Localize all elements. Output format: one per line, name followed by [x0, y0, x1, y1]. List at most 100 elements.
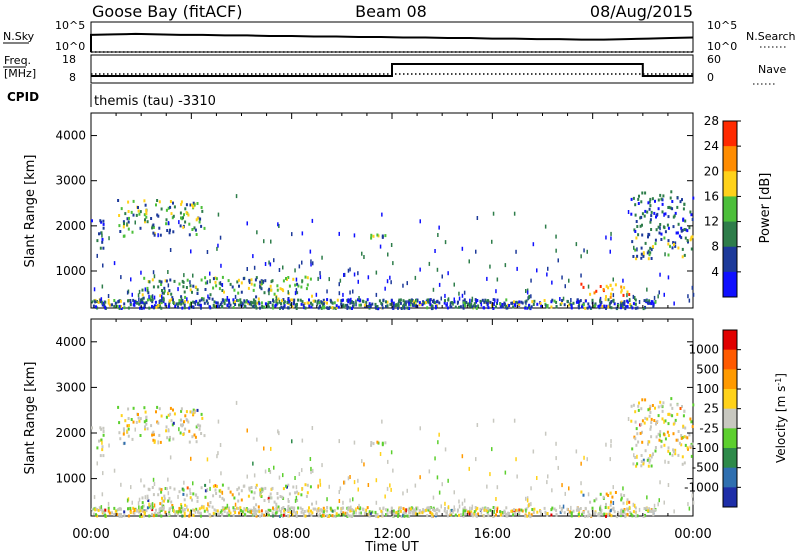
velocity-mark [620, 493, 623, 497]
velocity-mark [183, 508, 186, 511]
power-mark [453, 300, 456, 304]
velocity-mark [650, 417, 653, 421]
power-mark [646, 210, 649, 214]
cpid-label: CPID [7, 90, 39, 104]
velocity-mark [104, 508, 107, 512]
velocity-mark [220, 509, 223, 513]
velocity-mark [450, 508, 453, 512]
velocity-mark [283, 509, 286, 513]
velocity-mark [182, 433, 185, 436]
power-mark [289, 303, 292, 307]
velocity-mark [680, 436, 683, 440]
power-mark [637, 202, 640, 205]
velocity-mark [124, 419, 127, 423]
velocity-mark [599, 511, 602, 515]
velocity-mark [148, 514, 151, 518]
power-mark [277, 222, 279, 227]
power-mark [643, 214, 646, 218]
power-mark [634, 213, 637, 217]
power-mark [192, 205, 195, 209]
power-mark [267, 302, 270, 306]
velocity-mark [604, 506, 607, 509]
power-mark [157, 285, 160, 289]
power-mark [240, 281, 243, 285]
velocity-mark [475, 514, 478, 518]
velocity-mark [429, 511, 432, 514]
power-mark [126, 222, 128, 227]
power-mark [518, 300, 521, 304]
power-mark [252, 288, 255, 292]
velocity-mark [273, 465, 275, 470]
velocity-mark [516, 474, 518, 479]
power-mark [555, 300, 558, 304]
velocity-mark [326, 509, 328, 513]
power-mark [660, 238, 663, 241]
velocity-mark [101, 511, 104, 515]
power-mark [294, 283, 297, 287]
velocity-mark [444, 507, 446, 510]
power-mark [196, 288, 199, 292]
velocity-mark [314, 507, 316, 511]
velocity-mark [660, 404, 663, 408]
power-mark [138, 289, 141, 294]
velocity-mark [213, 513, 216, 517]
power-mark [397, 306, 399, 310]
velocity-mark [361, 507, 364, 511]
power-mark [499, 302, 502, 306]
power-mark [650, 210, 653, 214]
velocity-mark [99, 506, 102, 510]
power-mark [423, 301, 426, 305]
power-mark [379, 244, 382, 249]
power-mark [370, 233, 373, 237]
velocity-mark [152, 477, 155, 482]
velocity-mark [511, 509, 514, 513]
power-mark [228, 301, 231, 305]
velocity-mark [143, 484, 146, 488]
velocity-mark [126, 429, 128, 434]
velocity-mark [264, 486, 267, 490]
power-mark [207, 294, 209, 299]
power-mark [130, 277, 132, 282]
velocity-mark [617, 511, 620, 515]
velocity-mark [260, 509, 263, 513]
power-mark [172, 230, 175, 234]
power-mark [122, 225, 125, 229]
power-mark [261, 280, 264, 284]
power-mark [335, 304, 338, 308]
velocity-mark [621, 512, 624, 516]
power-mark [579, 299, 582, 303]
velocity-mark [340, 510, 343, 514]
power-mark [314, 299, 316, 303]
power-mark [189, 303, 192, 307]
velocity-mark [462, 512, 465, 516]
power-mark [480, 302, 483, 307]
power-mark [123, 306, 126, 310]
velocity-mark [423, 509, 426, 513]
velocity-mark [288, 507, 291, 511]
velocity-mark [200, 432, 203, 435]
power-mark [645, 298, 648, 302]
power-mark [232, 301, 235, 305]
velocity-mark [165, 487, 168, 491]
power-mark [285, 277, 287, 280]
velocity-mark [267, 508, 270, 512]
power-mark [127, 210, 130, 213]
power-mark [408, 302, 410, 307]
velocity-mark [690, 420, 693, 424]
power-mark [287, 306, 290, 310]
power-mark [530, 278, 532, 283]
velocity-mark [271, 486, 274, 490]
velocity-mark [319, 482, 322, 487]
power-mark [310, 301, 312, 305]
velocity-mark [605, 512, 608, 516]
power-mark [216, 301, 219, 305]
velocity-mark [206, 457, 209, 462]
power-mark [146, 220, 149, 224]
power-mark [152, 231, 155, 235]
power-mark [117, 199, 120, 202]
power-mark [101, 303, 104, 307]
power-mark [220, 263, 222, 268]
power-mark [158, 279, 161, 283]
velocity-mark [101, 445, 104, 449]
velocity-mark [177, 513, 179, 517]
